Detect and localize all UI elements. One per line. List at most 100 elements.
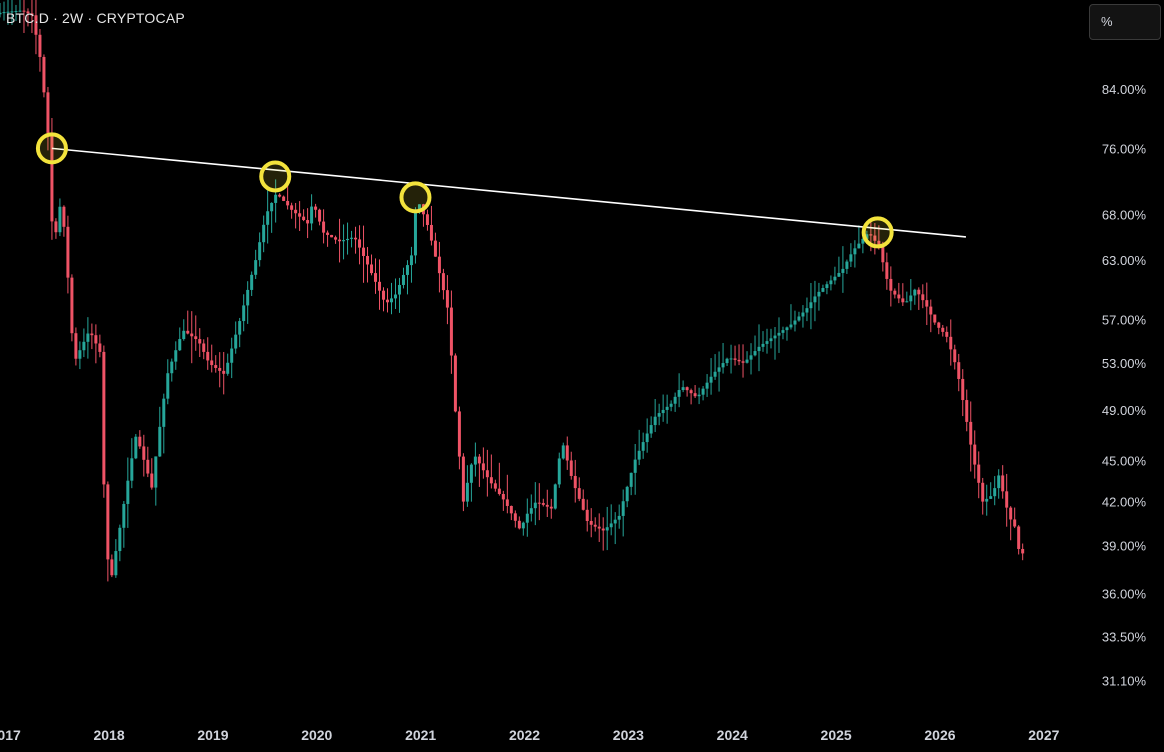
candle-body	[413, 210, 417, 256]
candle-body	[681, 387, 685, 391]
candle-body	[893, 290, 897, 295]
candle-body	[385, 299, 389, 303]
percent-scale-button[interactable]: %	[1089, 4, 1161, 40]
candle-body	[989, 496, 993, 499]
candle-body	[437, 256, 441, 274]
candle-body	[489, 477, 493, 484]
candle-body	[178, 339, 182, 351]
candle-body	[769, 338, 773, 342]
candle-body	[645, 433, 649, 443]
candle-body	[653, 416, 657, 426]
candle-body	[569, 460, 573, 476]
candle-body	[869, 234, 873, 236]
candle-body	[326, 232, 330, 235]
candle-body	[1017, 526, 1021, 549]
candle-body	[166, 373, 170, 399]
y-tick-label: 33.50%	[1102, 629, 1147, 644]
candle-body	[94, 335, 98, 344]
x-tick-label: 2026	[924, 727, 955, 743]
candle-body	[174, 350, 178, 362]
candle-body	[673, 396, 677, 404]
y-tick-label: 76.00%	[1102, 141, 1147, 156]
y-tick-label: 49.00%	[1102, 403, 1147, 418]
candle-body	[433, 240, 437, 257]
candle-body	[246, 289, 250, 306]
candle-body	[817, 291, 821, 297]
candle-body	[677, 390, 681, 397]
x-tick-label: 2023	[613, 727, 644, 743]
candle-body	[881, 246, 885, 263]
candle-body	[981, 482, 985, 502]
candle-body	[629, 472, 633, 487]
candle-body	[493, 483, 497, 489]
candle-body	[641, 442, 645, 451]
candle-body	[957, 362, 961, 379]
candle-body	[70, 277, 74, 334]
candle-body	[949, 336, 953, 350]
candle-body	[66, 226, 70, 278]
candle-body	[917, 289, 921, 295]
candle-body	[605, 527, 609, 531]
candle-body	[270, 202, 274, 212]
y-tick-label: 45.00%	[1102, 454, 1147, 469]
candle-body	[469, 464, 473, 483]
candle-body	[370, 264, 374, 274]
candle-body	[358, 239, 362, 248]
candle-body	[401, 274, 405, 285]
candle-body	[242, 305, 246, 322]
candle-body	[909, 295, 913, 302]
candle-body	[266, 211, 270, 225]
time-axis[interactable]: 2017 2018 2019 2020 2021 2022 2023 2024 2025 2026…	[0, 727, 1060, 743]
candle-body	[809, 302, 813, 309]
candle-body	[318, 209, 322, 222]
candle-body	[1013, 519, 1017, 527]
candle-body	[757, 346, 761, 352]
candle-body	[905, 301, 909, 303]
candle-body	[601, 528, 605, 531]
candle-body	[733, 358, 737, 360]
candle-body	[977, 464, 981, 483]
candle-body	[953, 349, 957, 363]
candle-body	[861, 238, 865, 244]
candle-body	[441, 273, 445, 291]
candle-body	[993, 488, 997, 497]
candle-body	[445, 290, 449, 308]
candle-body	[322, 221, 326, 233]
candle-body	[154, 456, 158, 488]
candle-body	[697, 394, 701, 397]
x-tick-label: 2019	[197, 727, 228, 743]
candle-body	[298, 213, 302, 217]
candle-body	[617, 515, 621, 520]
candle-body	[873, 235, 877, 241]
candle-body	[685, 387, 689, 391]
candle-body	[925, 300, 929, 307]
candle-body	[158, 426, 162, 457]
candle-body	[705, 382, 709, 389]
candle-body	[461, 456, 465, 502]
candle-body	[945, 331, 949, 337]
candle-body	[693, 393, 697, 397]
candle-body	[865, 234, 869, 239]
candle-body	[625, 486, 629, 502]
candle-body	[985, 498, 989, 502]
candle-body	[294, 209, 298, 214]
resistance-trendline[interactable]	[51, 147, 967, 238]
candle-body	[821, 288, 825, 292]
candle-body	[829, 280, 833, 285]
candle-body	[589, 520, 593, 525]
candle-body	[465, 482, 469, 502]
x-tick-label: 2017	[0, 727, 21, 743]
candle-body	[234, 334, 238, 349]
candle-body	[585, 509, 589, 521]
candle-body	[206, 351, 210, 361]
candle-body	[529, 508, 533, 514]
candle-body	[354, 237, 358, 240]
candle-body	[182, 330, 186, 340]
candle-body	[62, 206, 66, 227]
candle-body	[505, 499, 509, 506]
candle-body	[725, 358, 729, 364]
candle-body	[813, 296, 817, 303]
candle-body	[290, 205, 294, 210]
